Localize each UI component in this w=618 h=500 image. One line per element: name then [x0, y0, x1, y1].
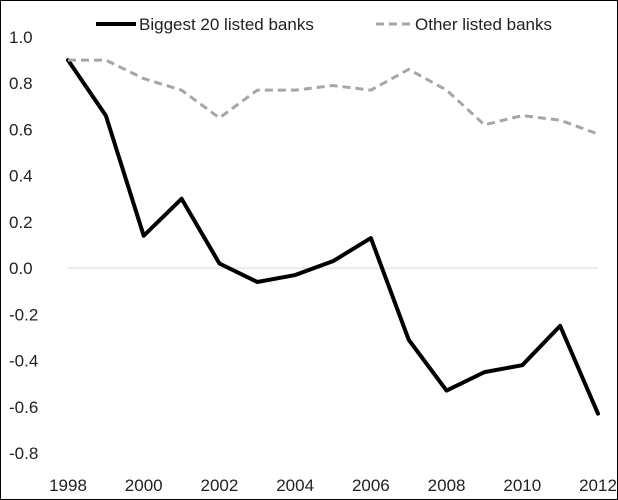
- data-point-biggest-20-listed-banks: [369, 236, 373, 240]
- data-point-biggest-20-listed-banks: [445, 389, 449, 393]
- data-point-other-listed-banks: [331, 84, 335, 88]
- y-tick-label: -0.6: [9, 398, 38, 417]
- y-tick-label: 0.8: [9, 74, 33, 93]
- x-tick-label: 1998: [49, 476, 87, 495]
- data-point-other-listed-banks: [66, 58, 70, 62]
- data-point-biggest-20-listed-banks: [180, 197, 184, 201]
- data-point-other-listed-banks: [217, 116, 221, 120]
- data-point-biggest-20-listed-banks: [217, 261, 221, 265]
- x-tick-label: 2002: [201, 476, 239, 495]
- data-point-biggest-20-listed-banks: [104, 114, 108, 118]
- data-point-other-listed-banks: [293, 88, 297, 92]
- series-line-other-listed-banks: [68, 58, 599, 136]
- y-tick-label: 0.0: [9, 259, 33, 278]
- data-point-biggest-20-listed-banks: [407, 338, 411, 342]
- x-tick-label: 2000: [125, 476, 163, 495]
- data-point-other-listed-banks: [558, 118, 562, 122]
- x-tick-label: 2008: [428, 476, 466, 495]
- data-point-other-listed-banks: [482, 123, 486, 127]
- data-point-other-listed-banks: [596, 132, 600, 136]
- data-point-other-listed-banks: [255, 88, 259, 92]
- legend-label-other-listed-banks: Other listed banks: [415, 15, 552, 34]
- data-point-other-listed-banks: [520, 114, 524, 118]
- legend-label-biggest-20-listed-banks: Biggest 20 listed banks: [139, 15, 314, 34]
- data-point-other-listed-banks: [142, 77, 146, 81]
- data-point-biggest-20-listed-banks: [482, 370, 486, 374]
- data-point-other-listed-banks: [445, 88, 449, 92]
- data-point-biggest-20-listed-banks: [293, 273, 297, 277]
- x-tick-label: 2004: [276, 476, 314, 495]
- y-tick-label: -0.8: [9, 444, 38, 463]
- y-tick-label: -0.4: [9, 352, 38, 371]
- x-tick-label: 2010: [503, 476, 541, 495]
- data-point-other-listed-banks: [407, 67, 411, 71]
- data-point-other-listed-banks: [104, 58, 108, 62]
- data-point-biggest-20-listed-banks: [255, 280, 259, 284]
- data-point-biggest-20-listed-banks: [331, 259, 335, 263]
- y-tick-label: 0.4: [9, 167, 33, 186]
- y-tick-label: -0.2: [9, 305, 38, 324]
- x-tick-label: 2012: [579, 476, 617, 495]
- series-line-biggest-20-listed-banks: [66, 58, 600, 416]
- y-tick-label: 1.0: [9, 28, 33, 47]
- data-point-biggest-20-listed-banks: [558, 324, 562, 328]
- y-tick-label: 0.6: [9, 120, 33, 139]
- data-point-biggest-20-listed-banks: [520, 363, 524, 367]
- data-point-other-listed-banks: [369, 88, 373, 92]
- x-tick-label: 2006: [352, 476, 390, 495]
- data-point-biggest-20-listed-banks: [596, 412, 600, 416]
- data-point-biggest-20-listed-banks: [142, 234, 146, 238]
- y-tick-label: 0.2: [9, 213, 33, 232]
- data-point-other-listed-banks: [180, 88, 184, 92]
